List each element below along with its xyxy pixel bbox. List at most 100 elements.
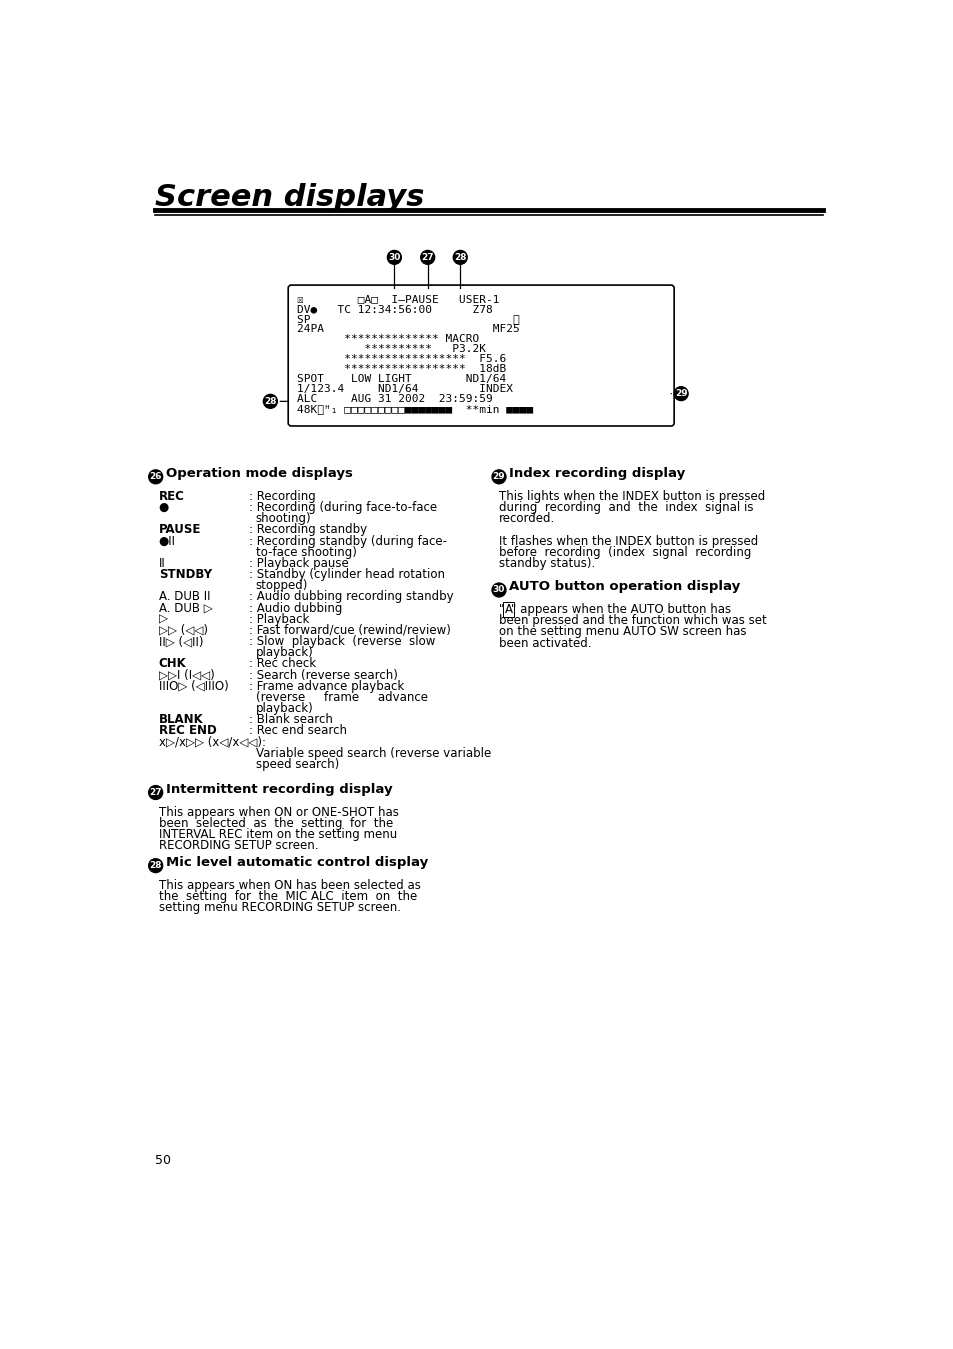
Text: : Playback: : Playback (249, 612, 310, 626)
Text: been  selected  as  the  setting  for  the: been selected as the setting for the (158, 816, 393, 830)
Text: been pressed and the function which was set: been pressed and the function which was … (498, 614, 766, 627)
Text: on the setting menu AUTO SW screen has: on the setting menu AUTO SW screen has (498, 626, 745, 638)
Text: : Recording: : Recording (249, 490, 315, 503)
Text: ▷▷I (I◁◁): ▷▷I (I◁◁) (158, 669, 214, 681)
Text: ▷: ▷ (158, 612, 168, 626)
Text: playback): playback) (255, 646, 314, 660)
Text: ******************  18dB: ****************** 18dB (297, 364, 506, 375)
Text: (reverse     frame     advance: (reverse frame advance (255, 691, 427, 704)
Text: ▷▷ (◁◁): ▷▷ (◁◁) (158, 623, 208, 637)
Circle shape (149, 785, 162, 800)
Text: A. DUB II: A. DUB II (158, 591, 210, 603)
Text: 30: 30 (388, 252, 400, 262)
Text: standby status).: standby status). (498, 557, 595, 569)
Text: shooting): shooting) (255, 513, 311, 525)
Text: : Playback pause: : Playback pause (249, 557, 349, 569)
Text: 27: 27 (421, 252, 434, 262)
Text: 50: 50 (154, 1155, 171, 1167)
Text: 30: 30 (493, 585, 505, 595)
Text: CHK: CHK (158, 657, 187, 670)
Text: IIIO▷ (◁IIIO): IIIO▷ (◁IIIO) (158, 680, 229, 692)
Text: It flashes when the INDEX button is pressed: It flashes when the INDEX button is pres… (498, 534, 758, 548)
Circle shape (149, 469, 162, 484)
Circle shape (263, 394, 277, 409)
Text: 28: 28 (264, 397, 276, 406)
Text: 29: 29 (674, 389, 687, 398)
Text: ******************  F5.6: ****************** F5.6 (297, 355, 506, 364)
Text: : Frame advance playback: : Frame advance playback (249, 680, 404, 692)
Text: A: A (504, 603, 512, 616)
Circle shape (453, 251, 467, 264)
FancyBboxPatch shape (288, 285, 674, 426)
Text: " appears when the AUTO button has: " appears when the AUTO button has (511, 603, 731, 616)
Text: ALC     AUG 31 2002  23:59:59: ALC AUG 31 2002 23:59:59 (297, 394, 493, 405)
Circle shape (674, 387, 687, 401)
Text: 1/123.4     ND1/64         INDEX: 1/123.4 ND1/64 INDEX (297, 384, 513, 394)
Text: 28: 28 (150, 861, 162, 870)
Text: STNDBY: STNDBY (158, 568, 212, 581)
Text: This appears when ON has been selected as: This appears when ON has been selected a… (158, 878, 420, 892)
Text: been activated.: been activated. (498, 637, 591, 650)
Text: : Fast forward/cue (rewind/review): : Fast forward/cue (rewind/review) (249, 623, 451, 637)
Text: 24PA                         MF25: 24PA MF25 (297, 324, 519, 335)
Text: : Standby (cylinder head rotation: : Standby (cylinder head rotation (249, 568, 445, 581)
Text: 48Kᴄᴴ₁ □□□□□□□□□■■■■■■■  **min ■■■■: 48Kᴄᴴ₁ □□□□□□□□□■■■■■■■ **min ■■■■ (297, 405, 533, 414)
Text: the  setting  for  the  MIC ALC  item  on  the: the setting for the MIC ALC item on the (158, 890, 416, 902)
Text: RECORDING SETUP screen.: RECORDING SETUP screen. (158, 839, 318, 853)
Text: ": " (498, 603, 504, 616)
Text: SPOT    LOW LIGHT        ND1/64: SPOT LOW LIGHT ND1/64 (297, 375, 506, 384)
Text: to-face shooting): to-face shooting) (255, 546, 356, 558)
Text: x▷/x▷▷ (x◁/x◁◁):: x▷/x▷▷ (x◁/x◁◁): (158, 735, 266, 749)
Text: ●II: ●II (158, 534, 175, 548)
Text: SP                              ⌇: SP ⌇ (297, 314, 519, 324)
Text: II▷ (◁II): II▷ (◁II) (158, 635, 203, 648)
Text: : Recording (during face-to-face: : Recording (during face-to-face (249, 500, 437, 514)
Text: : Audio dubbing recording standby: : Audio dubbing recording standby (249, 591, 454, 603)
Text: playback): playback) (255, 701, 314, 715)
Text: REC: REC (158, 490, 185, 503)
Text: recorded.: recorded. (498, 513, 555, 525)
Text: : Recording standby (during face-: : Recording standby (during face- (249, 534, 447, 548)
Text: **********   P3.2K: ********** P3.2K (297, 344, 486, 355)
Text: REC END: REC END (158, 724, 216, 738)
Text: BLANK: BLANK (158, 714, 203, 726)
Circle shape (492, 469, 505, 484)
Text: stopped): stopped) (255, 579, 308, 592)
Text: : Rec end search: : Rec end search (249, 724, 347, 738)
Text: : Blank search: : Blank search (249, 714, 333, 726)
Text: Operation mode displays: Operation mode displays (166, 467, 353, 480)
Circle shape (149, 859, 162, 873)
Text: : Audio dubbing: : Audio dubbing (249, 602, 342, 615)
Text: 26: 26 (150, 472, 162, 482)
Text: ************** MACRO: ************** MACRO (297, 335, 479, 344)
Text: 29: 29 (492, 472, 505, 482)
Text: ●: ● (158, 500, 169, 514)
Text: during  recording  and  the  index  signal is: during recording and the index signal is (498, 500, 753, 514)
Text: This lights when the INDEX button is pressed: This lights when the INDEX button is pre… (498, 490, 764, 503)
Text: II: II (158, 557, 166, 569)
Circle shape (420, 251, 435, 264)
Text: 28: 28 (454, 252, 466, 262)
Text: INTERVAL REC item on the setting menu: INTERVAL REC item on the setting menu (158, 828, 396, 840)
Text: Intermittent recording display: Intermittent recording display (166, 782, 392, 796)
Text: 27: 27 (150, 788, 162, 797)
Text: setting menu RECORDING SETUP screen.: setting menu RECORDING SETUP screen. (158, 901, 400, 915)
Text: Variable speed search (reverse variable: Variable speed search (reverse variable (255, 747, 491, 759)
Text: speed search): speed search) (255, 758, 338, 770)
Circle shape (492, 583, 505, 596)
Text: AUTO button operation display: AUTO button operation display (509, 580, 740, 594)
Text: : Slow  playback  (reverse  slow: : Slow playback (reverse slow (249, 635, 436, 648)
Text: before  recording  (index  signal  recording: before recording (index signal recording (498, 546, 751, 558)
Text: Mic level automatic control display: Mic level automatic control display (166, 857, 428, 869)
Text: : Recording standby: : Recording standby (249, 523, 367, 537)
Text: This appears when ON or ONE-SHOT has: This appears when ON or ONE-SHOT has (158, 805, 398, 819)
Text: Index recording display: Index recording display (509, 467, 684, 480)
Text: DV●   TC 12:34:56:00      Z78: DV● TC 12:34:56:00 Z78 (297, 305, 493, 314)
Text: PAUSE: PAUSE (158, 523, 201, 537)
Text: : Search (reverse search): : Search (reverse search) (249, 669, 398, 681)
Text: Screen displays: Screen displays (154, 182, 424, 212)
Circle shape (387, 251, 401, 264)
Text: A. DUB ▷: A. DUB ▷ (158, 602, 213, 615)
Text: ☒        □A□  I–PAUSE   USER-1: ☒ □A□ I–PAUSE USER-1 (297, 294, 499, 305)
Text: : Rec check: : Rec check (249, 657, 316, 670)
